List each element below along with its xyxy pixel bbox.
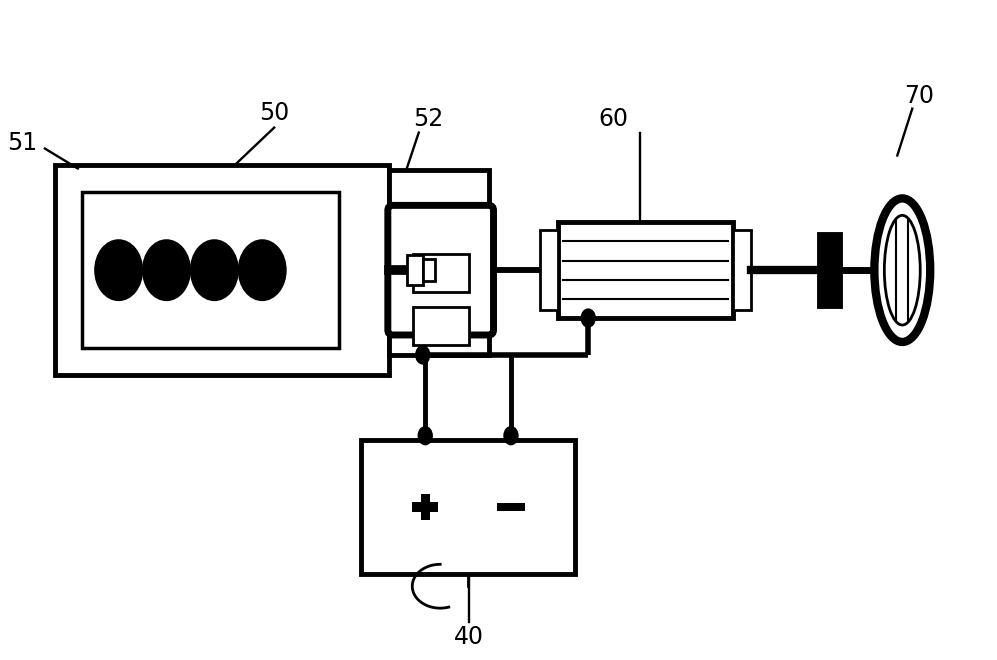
Text: 50: 50 bbox=[259, 101, 289, 125]
Ellipse shape bbox=[190, 240, 237, 300]
Ellipse shape bbox=[503, 427, 518, 445]
Bar bbox=[413, 254, 469, 292]
Bar bbox=[82, 193, 339, 348]
Ellipse shape bbox=[884, 215, 920, 325]
Bar bbox=[423, 259, 436, 281]
Ellipse shape bbox=[874, 199, 930, 342]
FancyBboxPatch shape bbox=[388, 205, 494, 335]
Ellipse shape bbox=[238, 240, 285, 300]
Bar bbox=[421, 494, 430, 520]
Ellipse shape bbox=[416, 346, 430, 364]
Text: 70: 70 bbox=[904, 84, 934, 108]
Bar bbox=[497, 503, 525, 511]
Text: 60: 60 bbox=[598, 107, 628, 131]
Text: 51: 51 bbox=[7, 131, 37, 154]
Bar bbox=[413, 307, 469, 345]
Ellipse shape bbox=[581, 309, 595, 327]
Ellipse shape bbox=[418, 427, 432, 445]
Bar bbox=[733, 230, 751, 310]
Bar bbox=[558, 222, 733, 318]
Bar bbox=[540, 230, 558, 310]
Bar bbox=[55, 166, 389, 375]
Text: 52: 52 bbox=[414, 107, 444, 131]
Ellipse shape bbox=[143, 240, 189, 300]
Text: 40: 40 bbox=[454, 625, 484, 649]
Bar bbox=[413, 502, 438, 512]
Bar bbox=[389, 170, 489, 355]
Bar bbox=[361, 440, 575, 574]
Ellipse shape bbox=[95, 240, 142, 300]
Bar bbox=[407, 255, 423, 285]
Bar bbox=[819, 234, 840, 306]
